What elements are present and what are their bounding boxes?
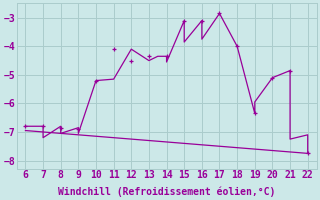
X-axis label: Windchill (Refroidissement éolien,°C): Windchill (Refroidissement éolien,°C): [58, 186, 275, 197]
